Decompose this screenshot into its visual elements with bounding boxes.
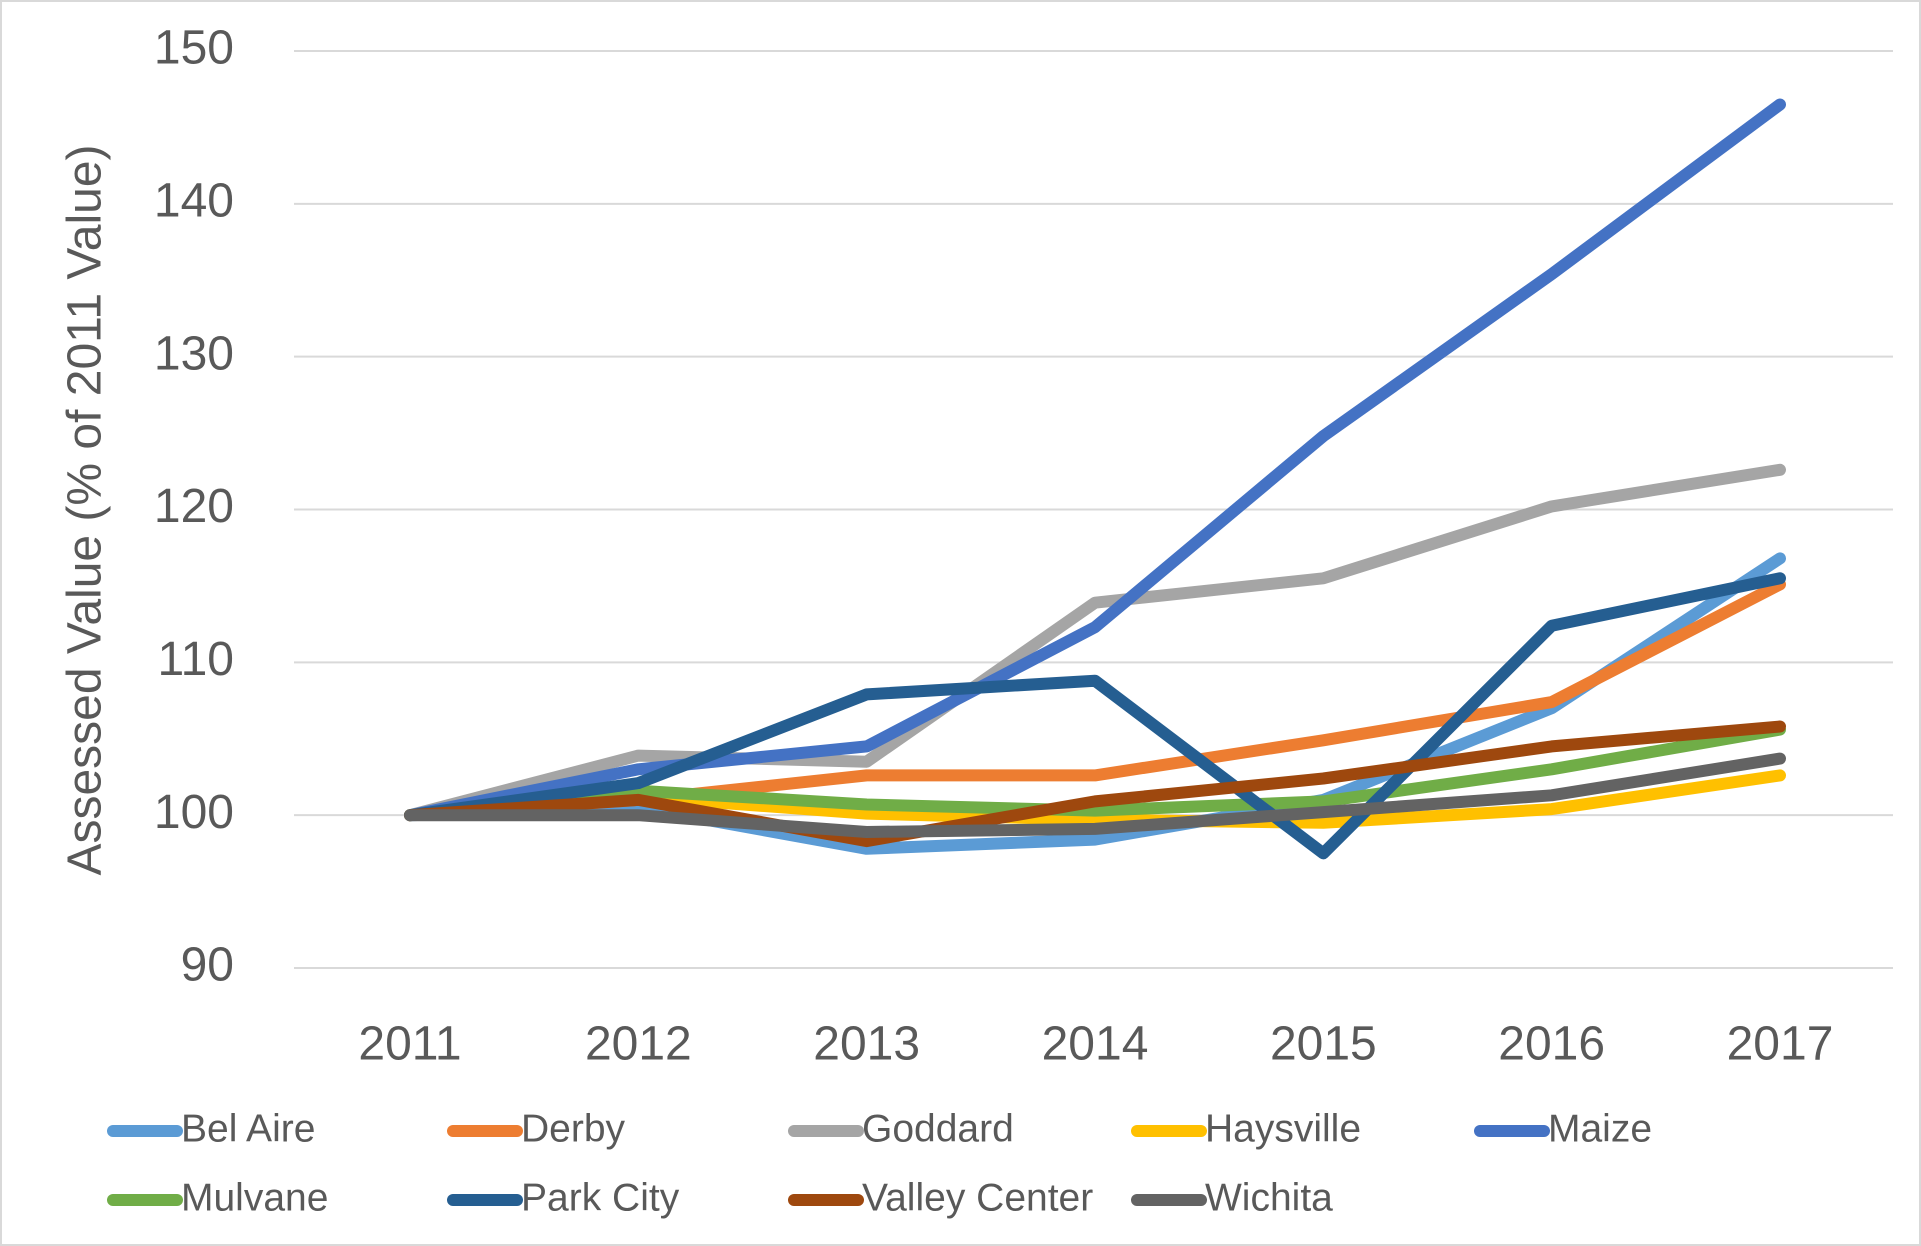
legend-label: Goddard: [862, 1107, 1014, 1150]
y-tick-label: 100: [154, 786, 234, 839]
y-tick-label: 120: [154, 480, 234, 533]
x-tick-label: 2017: [1727, 1018, 1834, 1071]
series-line: [404, 98, 1786, 822]
legend-label: Haysville: [1205, 1107, 1361, 1150]
x-tick-label: 2014: [1042, 1018, 1149, 1071]
legend-label: Bel Aire: [181, 1107, 315, 1150]
y-tick-label: 150: [154, 22, 234, 75]
series-line: [404, 572, 1786, 860]
series-line: [404, 463, 1786, 822]
legend-label: Valley Center: [862, 1176, 1093, 1219]
series-line: [404, 552, 1786, 855]
x-tick-label: 2012: [585, 1018, 692, 1071]
legend-label: Derby: [521, 1107, 626, 1150]
legend-label: Park City: [521, 1176, 680, 1219]
series-line: [404, 720, 1786, 848]
y-tick-label: 90: [181, 939, 234, 992]
x-tick-label: 2013: [813, 1018, 920, 1071]
legend-label: Mulvane: [181, 1176, 328, 1219]
series-line: [404, 723, 1786, 822]
y-tick-label: 130: [154, 327, 234, 380]
x-tick-label: 2016: [1498, 1018, 1605, 1071]
legend-label: Maize: [1548, 1107, 1652, 1150]
y-tick-label: 110: [157, 633, 234, 686]
x-tick-label: 2011: [358, 1018, 461, 1071]
series-line: [404, 752, 1786, 838]
legend-label: Wichita: [1205, 1176, 1333, 1219]
y-tick-label: 140: [154, 175, 234, 228]
x-tick-label: 2015: [1270, 1018, 1377, 1071]
y-axis-title: Assessed Value (% of 2011 Value): [59, 144, 112, 875]
